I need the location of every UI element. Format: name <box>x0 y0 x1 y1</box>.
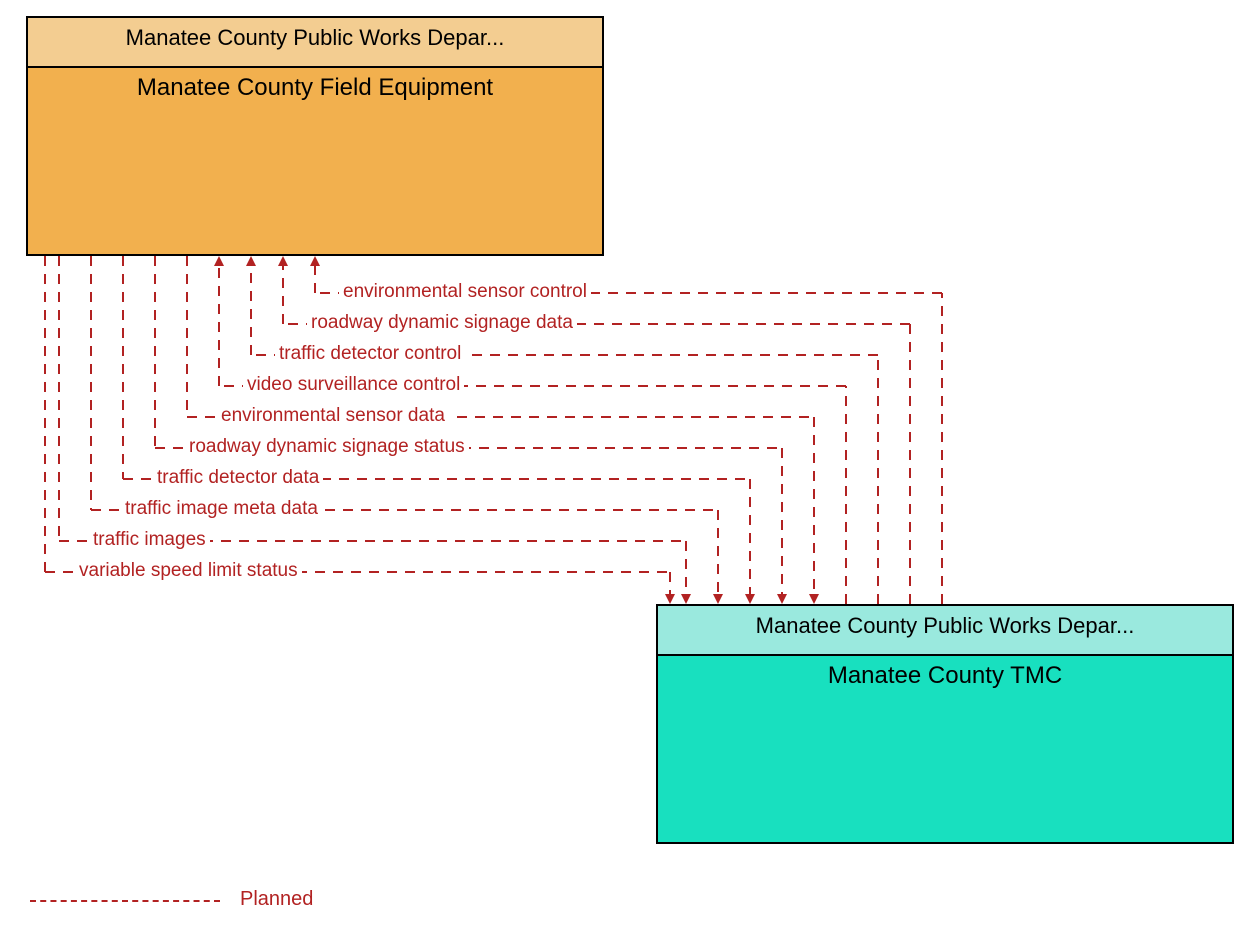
flow-label: environmental sensor data <box>217 405 449 427</box>
flow-label: environmental sensor control <box>339 281 591 303</box>
flow-label: traffic detector data <box>153 467 323 489</box>
field-equipment-title: Manatee County Field Equipment <box>28 68 602 102</box>
flow-label: roadway dynamic signage status <box>185 436 469 458</box>
flow-label: traffic image meta data <box>121 498 322 520</box>
field-equipment-box: Manatee County Public Works Depar... Man… <box>26 16 604 256</box>
flow-label: variable speed limit status <box>75 560 302 582</box>
legend-line-planned <box>30 900 220 902</box>
flow-label: roadway dynamic signage data <box>307 312 577 334</box>
tmc-header: Manatee County Public Works Depar... <box>658 606 1232 656</box>
flow-label: traffic images <box>89 529 210 551</box>
field-equipment-header: Manatee County Public Works Depar... <box>28 18 602 68</box>
flow-label: traffic detector control <box>275 343 465 365</box>
tmc-title: Manatee County TMC <box>658 656 1232 690</box>
legend-label-planned: Planned <box>240 888 313 911</box>
flow-label: video surveillance control <box>243 374 464 396</box>
tmc-box: Manatee County Public Works Depar... Man… <box>656 604 1234 844</box>
